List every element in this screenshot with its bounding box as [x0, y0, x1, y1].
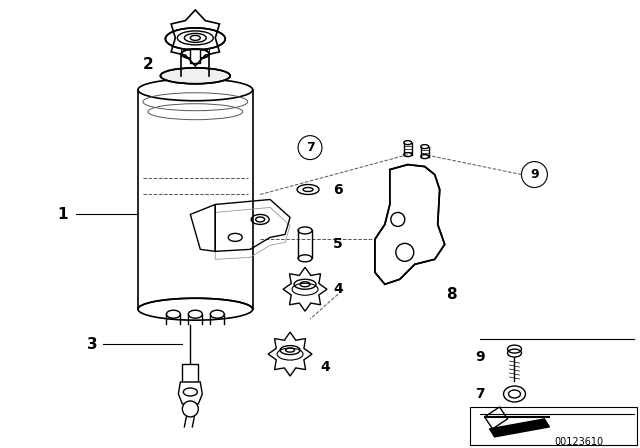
Text: 7: 7 — [306, 141, 314, 154]
Bar — [190, 49, 200, 63]
Polygon shape — [375, 164, 445, 284]
Text: 9: 9 — [475, 350, 484, 364]
Bar — [182, 364, 198, 382]
Text: 3: 3 — [87, 336, 98, 352]
Bar — [470, 407, 637, 445]
Text: 5: 5 — [333, 237, 343, 251]
Polygon shape — [490, 419, 549, 437]
Text: 00123610: 00123610 — [555, 437, 604, 447]
Circle shape — [182, 401, 198, 417]
Ellipse shape — [161, 68, 230, 84]
Text: 2: 2 — [143, 57, 154, 72]
Text: 7: 7 — [475, 387, 484, 401]
Polygon shape — [283, 267, 327, 311]
Text: 8: 8 — [446, 287, 457, 302]
Polygon shape — [179, 382, 202, 404]
Text: 1: 1 — [58, 207, 68, 222]
Text: 4: 4 — [333, 282, 343, 296]
Text: 9: 9 — [530, 168, 539, 181]
Ellipse shape — [181, 49, 209, 59]
Polygon shape — [268, 332, 312, 376]
Ellipse shape — [165, 28, 225, 50]
Text: 6: 6 — [333, 182, 343, 197]
Text: 4: 4 — [320, 360, 330, 374]
